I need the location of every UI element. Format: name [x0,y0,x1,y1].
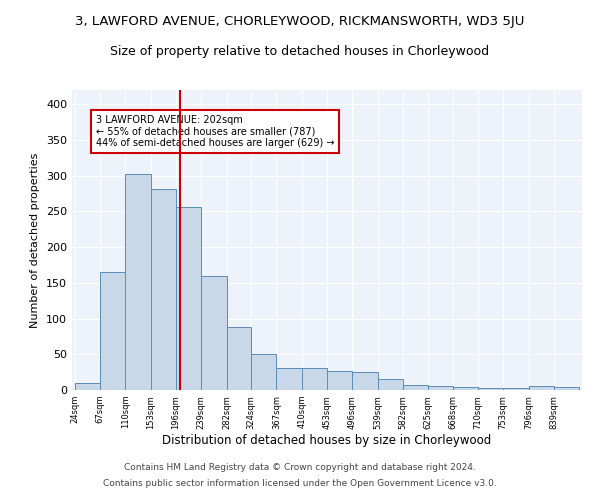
Bar [151,188,176,390]
Bar [251,354,277,390]
Text: Contains HM Land Registry data © Crown copyright and database right 2024.: Contains HM Land Registry data © Crown c… [124,464,476,472]
Text: Contains public sector information licensed under the Open Government Licence v3: Contains public sector information licen… [103,478,497,488]
Bar [227,327,251,390]
Bar [503,388,529,390]
Text: Size of property relative to detached houses in Chorleywood: Size of property relative to detached ho… [110,45,490,58]
X-axis label: Distribution of detached houses by size in Chorleywood: Distribution of detached houses by size … [163,434,491,448]
Bar [529,386,554,390]
Bar [377,378,403,390]
Bar [302,368,327,390]
Bar [478,388,503,390]
Bar [403,385,428,390]
Bar [327,370,352,390]
Bar [454,387,478,390]
Bar [75,383,100,390]
Bar [277,368,302,390]
Bar [176,207,201,390]
Text: 3 LAWFORD AVENUE: 202sqm
← 55% of detached houses are smaller (787)
44% of semi-: 3 LAWFORD AVENUE: 202sqm ← 55% of detach… [96,115,335,148]
Bar [201,276,227,390]
Bar [125,174,151,390]
Y-axis label: Number of detached properties: Number of detached properties [31,152,40,328]
Bar [428,386,454,390]
Bar [554,387,579,390]
Bar [352,372,377,390]
Text: 3, LAWFORD AVENUE, CHORLEYWOOD, RICKMANSWORTH, WD3 5JU: 3, LAWFORD AVENUE, CHORLEYWOOD, RICKMANS… [76,15,524,28]
Bar [100,272,125,390]
